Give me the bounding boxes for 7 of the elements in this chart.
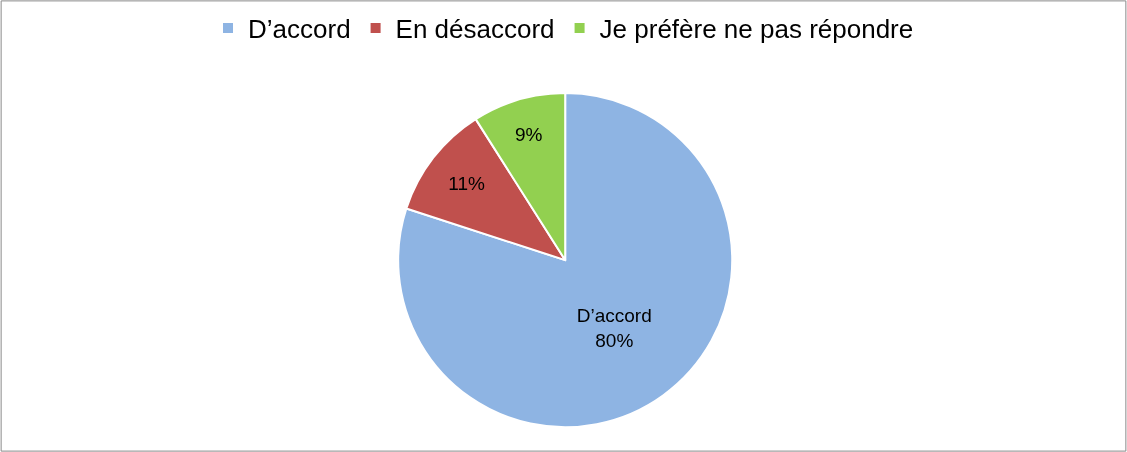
legend-label: En désaccord (395, 14, 555, 45)
legend-label: D’accord (248, 14, 351, 45)
data-label: 11% (448, 173, 485, 195)
data-label: 9% (514, 124, 543, 146)
pie-slice (397, 92, 734, 428)
data-label: D’accord 80% (576, 304, 652, 351)
legend-label: Je préfère ne pas répondre (599, 14, 914, 45)
